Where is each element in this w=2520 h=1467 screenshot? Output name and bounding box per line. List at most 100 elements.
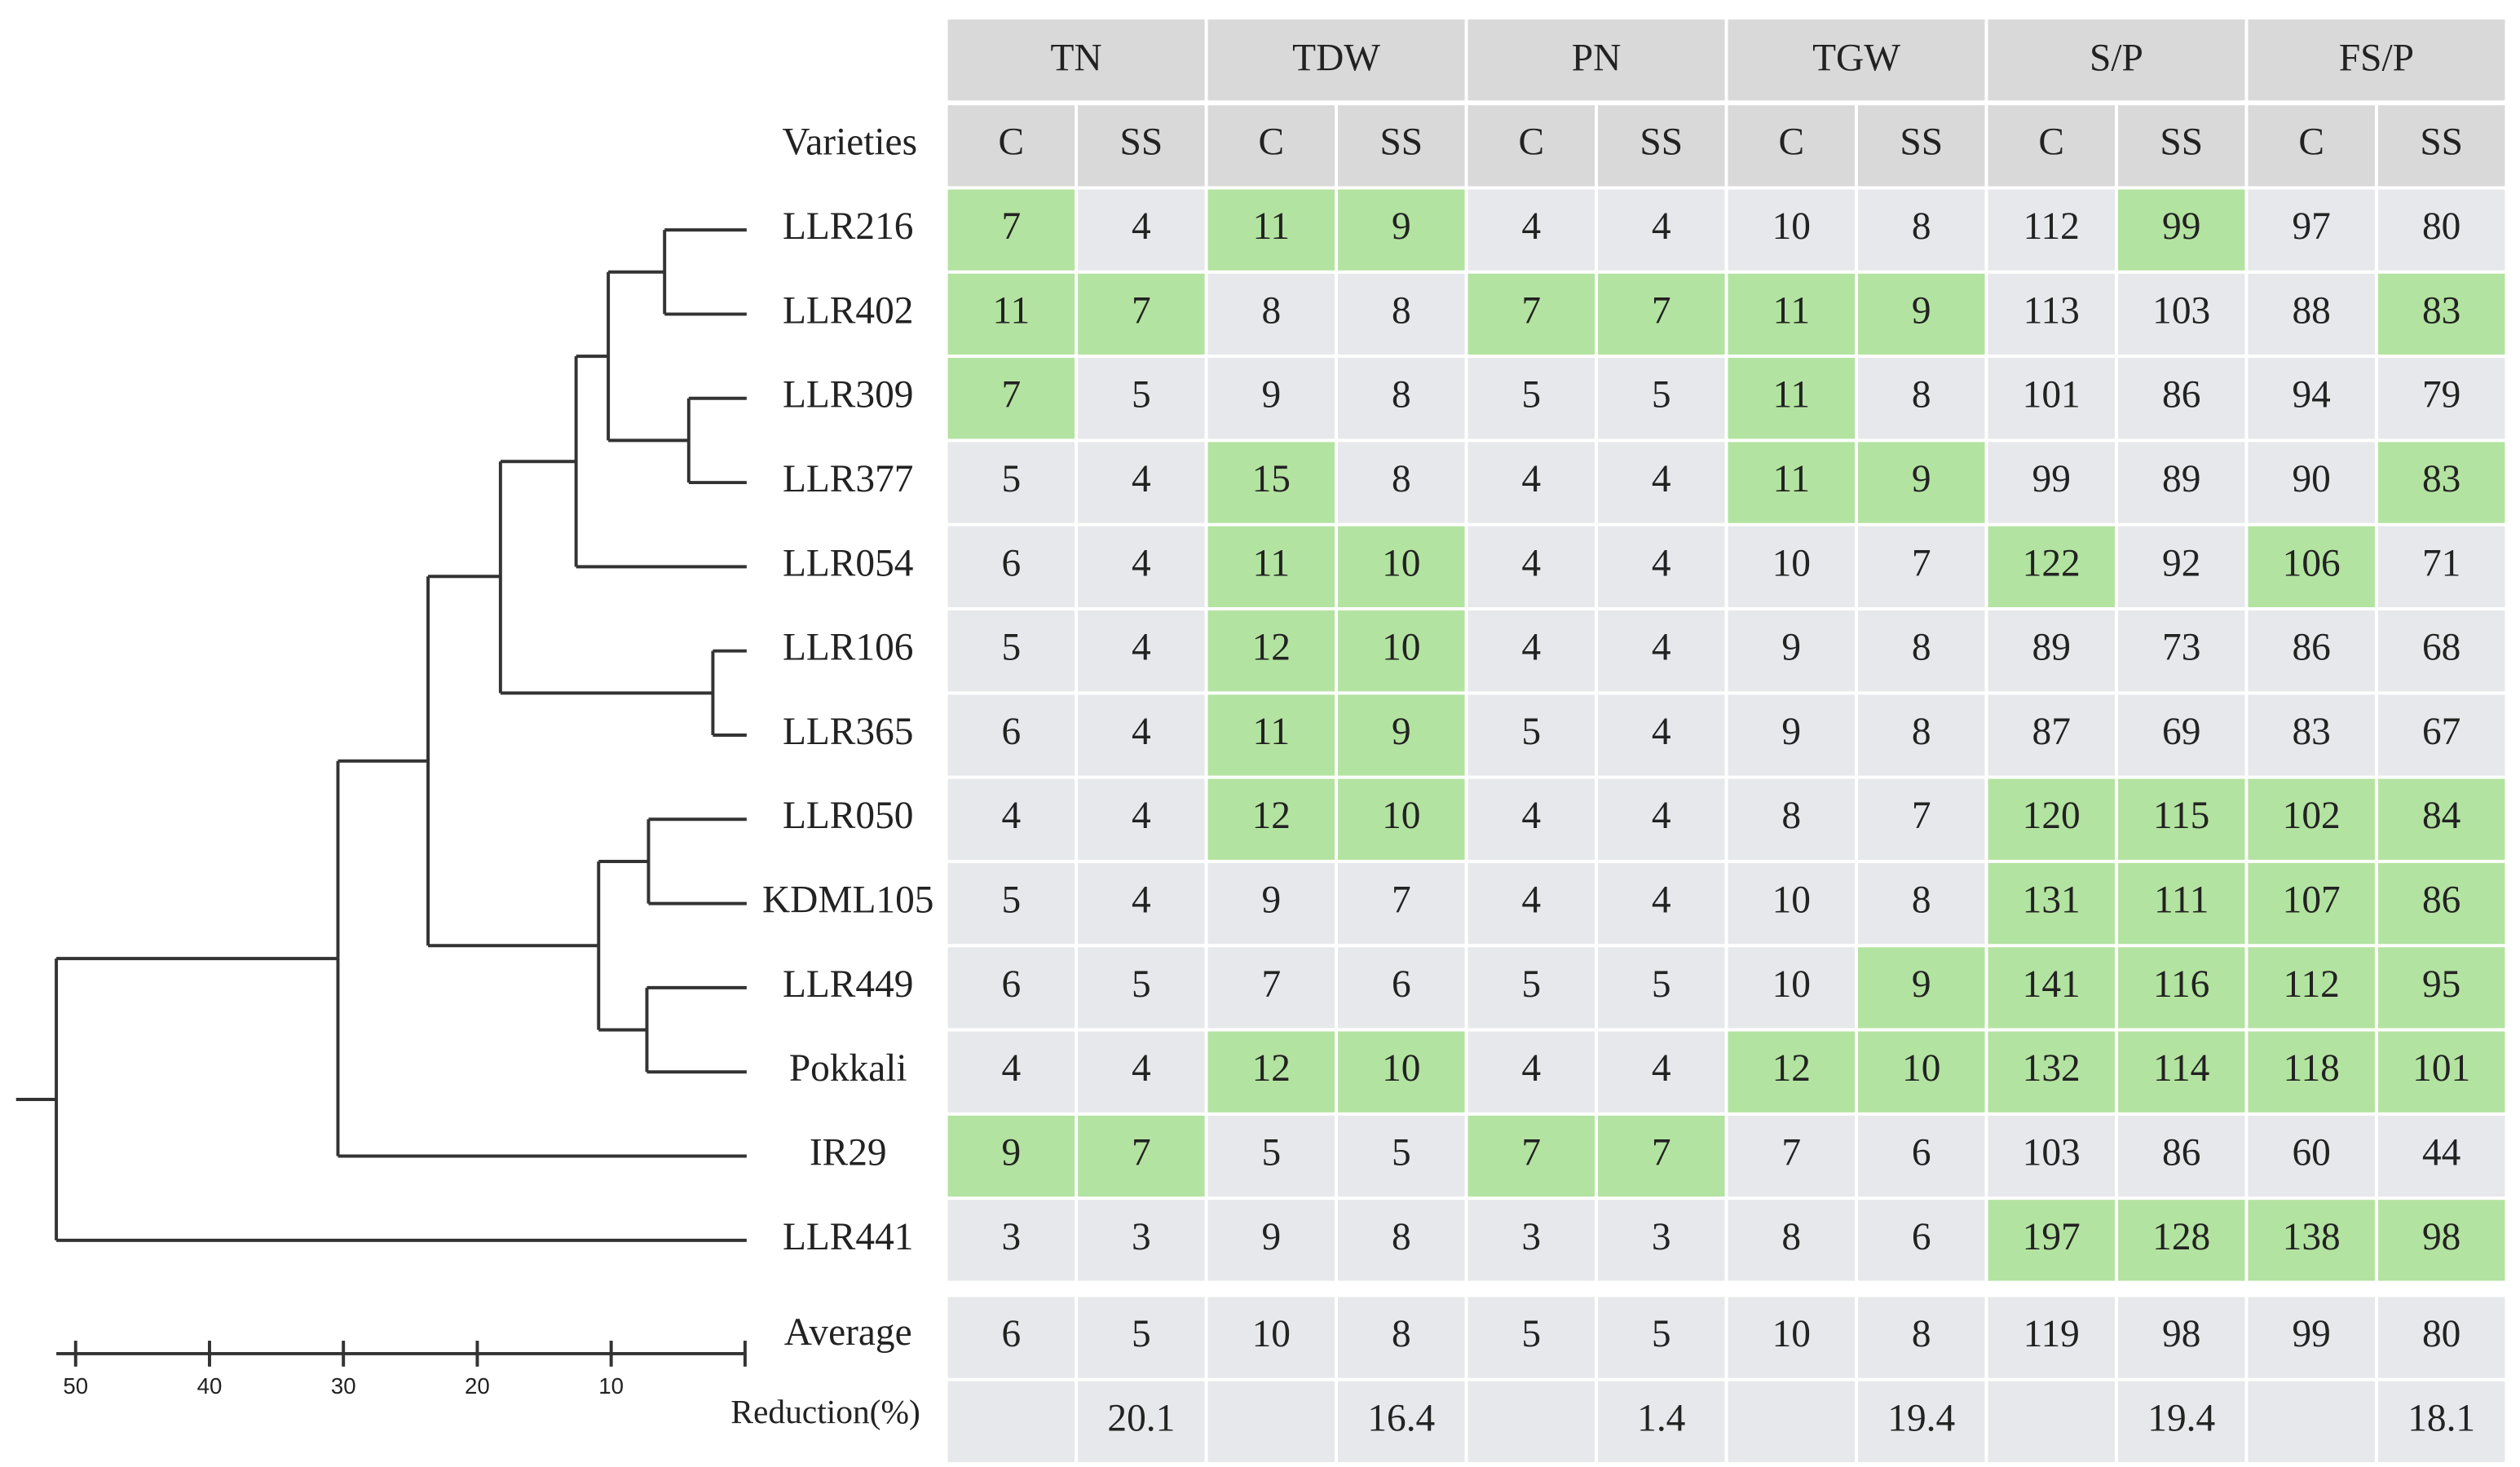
cell — [1467, 862, 1595, 945]
cell — [2248, 442, 2375, 523]
highlight-cell — [1857, 273, 1985, 355]
variety-label: LLR216 — [783, 205, 913, 248]
reduction-value: 19.4 — [1887, 1397, 1955, 1439]
cell-value: 103 — [2152, 289, 2210, 332]
highlight-cell — [2248, 1031, 2375, 1112]
variety-label: LLR377 — [783, 458, 913, 500]
highlight-cell — [2117, 189, 2245, 271]
cell-value: 120 — [2023, 795, 2081, 837]
subheader: C — [2038, 121, 2064, 164]
cell-value: 102 — [2283, 795, 2341, 837]
cell-value: 9 — [1781, 626, 1801, 668]
subheader-cell — [1598, 105, 1725, 187]
reduction-cell — [1857, 1381, 1985, 1463]
cell-value: 4 — [1132, 542, 1151, 584]
cell — [2377, 694, 2505, 776]
cell-value: 79 — [2422, 374, 2460, 416]
reduction-cell — [1467, 1381, 1595, 1463]
cell — [1338, 1200, 1465, 1281]
highlight-cell — [1078, 273, 1205, 355]
scale-tick-label: 40 — [197, 1373, 223, 1399]
cell — [1078, 358, 1205, 439]
cell-value: 5 — [1261, 1131, 1281, 1174]
average-value: 5 — [1652, 1313, 1671, 1355]
subheader-cell — [2117, 105, 2245, 187]
cell — [1338, 273, 1465, 355]
cell — [1078, 947, 1205, 1029]
cell-value: 4 — [1132, 795, 1151, 837]
cell-value: 11 — [1253, 542, 1291, 584]
scale-tick-label: 30 — [331, 1373, 356, 1399]
cell — [2117, 526, 2245, 608]
highlight-cell — [1338, 189, 1465, 271]
cell — [947, 947, 1075, 1029]
cell-value: 118 — [2284, 1047, 2340, 1090]
cell — [1988, 189, 2115, 271]
cell — [1988, 694, 2115, 776]
cell-value: 12 — [1772, 1047, 1811, 1090]
average-value: 6 — [1002, 1313, 1022, 1355]
cell-value: 116 — [2153, 963, 2209, 1006]
cell-value: 5 — [1392, 1131, 1411, 1174]
cell-value: 9 — [1912, 289, 1931, 332]
cell-value: 4 — [1521, 458, 1541, 500]
cell — [1857, 694, 1985, 776]
cell — [1078, 778, 1205, 860]
cell-value: 141 — [2023, 963, 2081, 1006]
cell-value: 6 — [1912, 1216, 1931, 1258]
cell-value: 69 — [2162, 711, 2200, 753]
cell-value: 101 — [2412, 1047, 2470, 1090]
cell-value: 131 — [2023, 879, 2081, 921]
cell — [1078, 1200, 1205, 1281]
cell-value: 9 — [1912, 458, 1931, 500]
cell-value: 68 — [2422, 626, 2460, 668]
subheader-cell — [1728, 105, 1856, 187]
cell-value: 10 — [1772, 542, 1811, 584]
cell-value: 197 — [2023, 1216, 2081, 1258]
variety-label: KDML105 — [762, 879, 933, 921]
average-cell — [1078, 1297, 1205, 1378]
highlight-cell — [2248, 1200, 2375, 1281]
cell — [1467, 610, 1595, 692]
cell-value: 3 — [1002, 1216, 1022, 1258]
highlight-cell — [1728, 1031, 1856, 1112]
cell-value: 4 — [1132, 1047, 1151, 1090]
cell — [1467, 694, 1595, 776]
cell-value: 4 — [1132, 458, 1151, 500]
cell-value: 11 — [1772, 458, 1810, 500]
cell — [2377, 358, 2505, 439]
cell-value: 86 — [2293, 626, 2331, 668]
cell — [1078, 442, 1205, 523]
highlight-cell — [1207, 189, 1335, 271]
cell — [1338, 442, 1465, 523]
highlight-cell — [1207, 610, 1335, 692]
cell-value: 114 — [2153, 1047, 2210, 1090]
average-value: 98 — [2162, 1313, 2200, 1355]
cell — [1598, 526, 1725, 608]
cell-value: 112 — [2024, 205, 2080, 248]
cell — [1598, 947, 1725, 1029]
cell-value: 4 — [1132, 626, 1151, 668]
cell — [2117, 442, 2245, 523]
cell-value: 5 — [1652, 963, 1671, 1006]
cell-value: 86 — [2422, 879, 2460, 921]
cell-value: 99 — [2162, 205, 2200, 248]
reduction-cell — [1338, 1381, 1465, 1463]
reduction-cell — [947, 1381, 1075, 1463]
cell-value: 4 — [1521, 1047, 1541, 1090]
cell — [1857, 1115, 1985, 1197]
cell-value: 10 — [1772, 879, 1811, 921]
average-label: Average — [784, 1311, 912, 1354]
cell-value: 7 — [1261, 963, 1281, 1006]
cell — [1078, 610, 1205, 692]
cell-value: 4 — [1521, 626, 1541, 668]
cell — [1728, 526, 1856, 608]
cell — [1467, 947, 1595, 1029]
cell — [2117, 358, 2245, 439]
group-header: TN — [1051, 37, 1102, 79]
cell-value: 5 — [1002, 879, 1022, 921]
highlight-cell — [1338, 778, 1465, 860]
reduction-value: 20.1 — [1107, 1397, 1175, 1439]
cell-value: 98 — [2422, 1216, 2460, 1258]
highlight-cell — [2248, 862, 2375, 945]
